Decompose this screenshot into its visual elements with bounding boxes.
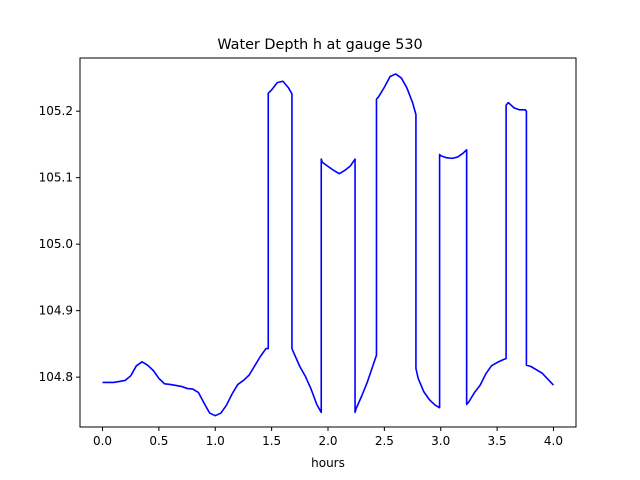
x-tick-label: 1.5	[262, 434, 281, 448]
x-axis-label: hours	[311, 456, 345, 470]
x-tick-label: 2.5	[375, 434, 394, 448]
x-tick-label: 3.0	[431, 434, 450, 448]
x-tick-label: 3.5	[488, 434, 507, 448]
series-line-0	[102, 73, 555, 417]
x-tick-label: 4.0	[544, 434, 563, 448]
x-tick-label: 2.0	[318, 434, 337, 448]
x-tick-label: 0.5	[149, 434, 168, 448]
y-tick-label: 104.8	[39, 370, 73, 384]
x-tick-label: 1.0	[206, 434, 225, 448]
x-tick-label: 0.0	[93, 434, 112, 448]
chart-title: Water Depth h at gauge 530	[217, 37, 422, 53]
plot-area	[102, 73, 555, 417]
y-tick-label: 104.9	[39, 304, 73, 318]
y-tick-label: 105.1	[39, 171, 73, 185]
y-axis: 104.8 104.9 105.0 105.1 105.2	[39, 104, 80, 384]
y-tick-label: 105.0	[39, 237, 73, 251]
x-axis: 0.0 0.5 1.0 1.5 2.0 2.5 3.0 3.5 4.0	[93, 427, 563, 448]
y-tick-label: 105.2	[39, 104, 73, 118]
